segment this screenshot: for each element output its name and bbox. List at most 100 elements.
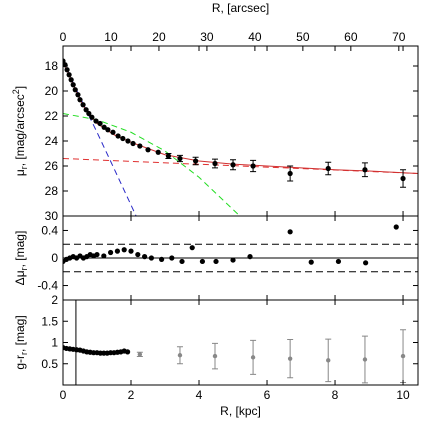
data-point <box>115 133 121 139</box>
panel-frame <box>62 45 419 217</box>
x2-tick-label: 60 <box>344 30 358 44</box>
data-point <box>68 77 74 83</box>
y-tick-label: 0 <box>51 251 58 265</box>
y-tick-label: 0.5 <box>41 357 58 371</box>
y-tick-label: 22 <box>45 109 59 123</box>
data-point <box>363 260 369 266</box>
x2-tick-label: 10 <box>104 30 118 44</box>
y-label-rest: , [mag] <box>13 231 27 268</box>
y-label-sub: r <box>19 267 29 270</box>
y-tick-label: 0.4 <box>41 223 58 237</box>
data-point <box>72 87 78 93</box>
data-point <box>212 160 218 167</box>
y-label-sub: r <box>19 166 29 169</box>
data-point <box>114 248 121 254</box>
data-point <box>179 258 185 265</box>
x-tick-label: 10 <box>396 388 410 402</box>
data-point <box>250 355 256 360</box>
data-point <box>83 107 89 113</box>
data-point <box>287 170 293 177</box>
y-tick-label: 28 <box>45 184 59 198</box>
data-point <box>93 118 99 124</box>
data-point <box>128 248 134 254</box>
y-axis-label: Δμr, [mag] <box>13 231 29 286</box>
x-tick-label: 6 <box>264 388 271 402</box>
model-curve <box>63 60 418 174</box>
y-tick-label: 26 <box>45 159 59 173</box>
data-point <box>159 256 165 262</box>
data-point <box>64 67 70 73</box>
data-point <box>169 255 175 261</box>
data-point <box>70 82 76 88</box>
x2-tick-label: 50 <box>296 30 310 44</box>
x-tick-label: 4 <box>196 388 203 402</box>
data-point <box>193 158 199 164</box>
data-point <box>335 258 342 265</box>
data-point <box>400 353 406 359</box>
x-tick-label: 0 <box>60 388 67 402</box>
data-point <box>230 162 236 168</box>
y-tick-label: 24 <box>45 134 59 148</box>
y-label-rest: , [mag/arcsec <box>13 94 27 166</box>
x2-tick-label: 0 <box>60 30 67 44</box>
data-point <box>250 163 256 169</box>
data-point <box>86 110 92 117</box>
data-point <box>148 255 155 261</box>
data-point <box>137 352 143 357</box>
data-point <box>125 349 131 355</box>
data-point <box>230 257 236 263</box>
y-label-main: g-r <box>13 355 27 370</box>
data-point <box>213 258 219 265</box>
data-point <box>142 254 148 260</box>
data-point <box>325 165 331 172</box>
x-tick-label: 8 <box>332 388 339 402</box>
x2-tick-label: 70 <box>392 30 406 44</box>
x-tick-label: 2 <box>128 388 135 402</box>
x2-tick-label: 40 <box>248 30 262 44</box>
data-point <box>247 254 253 260</box>
data-point <box>66 72 72 78</box>
x-axis-label: R, [kpc] <box>220 404 261 418</box>
plot-area <box>63 224 418 273</box>
data-point <box>101 253 107 259</box>
x2-tick-label: 20 <box>152 30 166 44</box>
y-label-rest: , [mag] <box>13 315 27 352</box>
y-tick-label: 1 <box>51 336 58 350</box>
data-point <box>155 149 161 155</box>
data-point <box>362 357 368 362</box>
data-point <box>110 129 116 135</box>
y-tick-label: 30 <box>45 209 59 223</box>
y-tick-label: -0.4 <box>37 279 58 293</box>
data-point <box>400 175 406 182</box>
data-point <box>135 251 141 258</box>
data-point <box>125 138 131 144</box>
plot-area <box>63 58 418 216</box>
y-label-main: Δμ <box>13 270 27 285</box>
y-tick-label: 2 <box>51 293 58 307</box>
panel-frame <box>62 299 419 386</box>
data-point <box>177 353 183 358</box>
y-axis-label: μr, [mag/arcsec2] <box>11 86 29 176</box>
data-point <box>101 124 107 130</box>
data-point <box>77 97 83 103</box>
data-point <box>212 353 218 359</box>
x2-tick-label: 30 <box>200 30 214 44</box>
data-point <box>108 249 114 256</box>
data-point <box>189 245 195 251</box>
data-point <box>308 259 314 265</box>
data-point <box>121 247 127 253</box>
data-point <box>145 147 151 153</box>
data-point <box>326 358 331 363</box>
y-tick-label: 1.5 <box>41 314 58 328</box>
y-tick-label: 18 <box>45 59 59 73</box>
y-label-sub: r <box>19 352 29 355</box>
y-label-end: ] <box>13 86 27 89</box>
data-point <box>137 143 143 149</box>
data-point <box>393 224 399 230</box>
data-point <box>97 120 103 127</box>
data-point <box>94 251 100 258</box>
x2-axis-label: R, [arcsec] <box>212 1 269 15</box>
data-point <box>177 155 183 162</box>
data-point <box>287 229 293 235</box>
